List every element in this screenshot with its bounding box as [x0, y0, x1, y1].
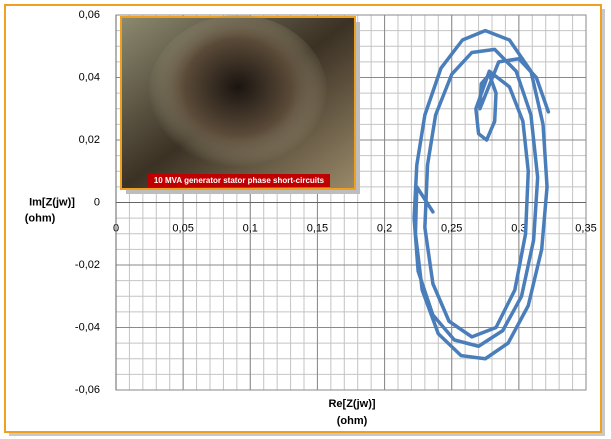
- x-tick-label: 0,1: [243, 222, 258, 234]
- x-axis-title: (ohm): [337, 415, 368, 427]
- y-axis-title: Im[Z(jw)]: [29, 196, 75, 208]
- inset-photo: 10 MVA generator stator phase short-circ…: [120, 15, 360, 194]
- y-tick-label: -0,04: [75, 321, 100, 333]
- x-tick-label: 0,3: [511, 222, 526, 234]
- plot: [412, 28, 551, 361]
- y-tick-label: 0,04: [79, 71, 100, 83]
- caption-box: [148, 174, 330, 187]
- data-line: [412, 28, 551, 361]
- y-tick-label: -0,06: [75, 384, 100, 396]
- y-tick-label: -0,02: [75, 259, 100, 271]
- image-caption: 10 MVA generator stator phase short-circ…: [154, 176, 325, 185]
- y-axis-title: (ohm): [25, 212, 56, 224]
- y-tick-label: 0: [94, 196, 100, 208]
- y-tick-label: 0,06: [79, 9, 100, 21]
- y-tick-label: 0,02: [79, 134, 100, 146]
- x-tick-label: 0,25: [441, 222, 462, 234]
- x-tick-label: 0,05: [172, 222, 193, 234]
- x-tick-label: 0,2: [377, 222, 392, 234]
- x-axis-title: Re[Z(jw)]: [328, 398, 375, 410]
- photo-detail: [148, 15, 328, 175]
- x-tick-label: 0,35: [575, 222, 596, 234]
- x-tick-label: 0,15: [307, 222, 328, 234]
